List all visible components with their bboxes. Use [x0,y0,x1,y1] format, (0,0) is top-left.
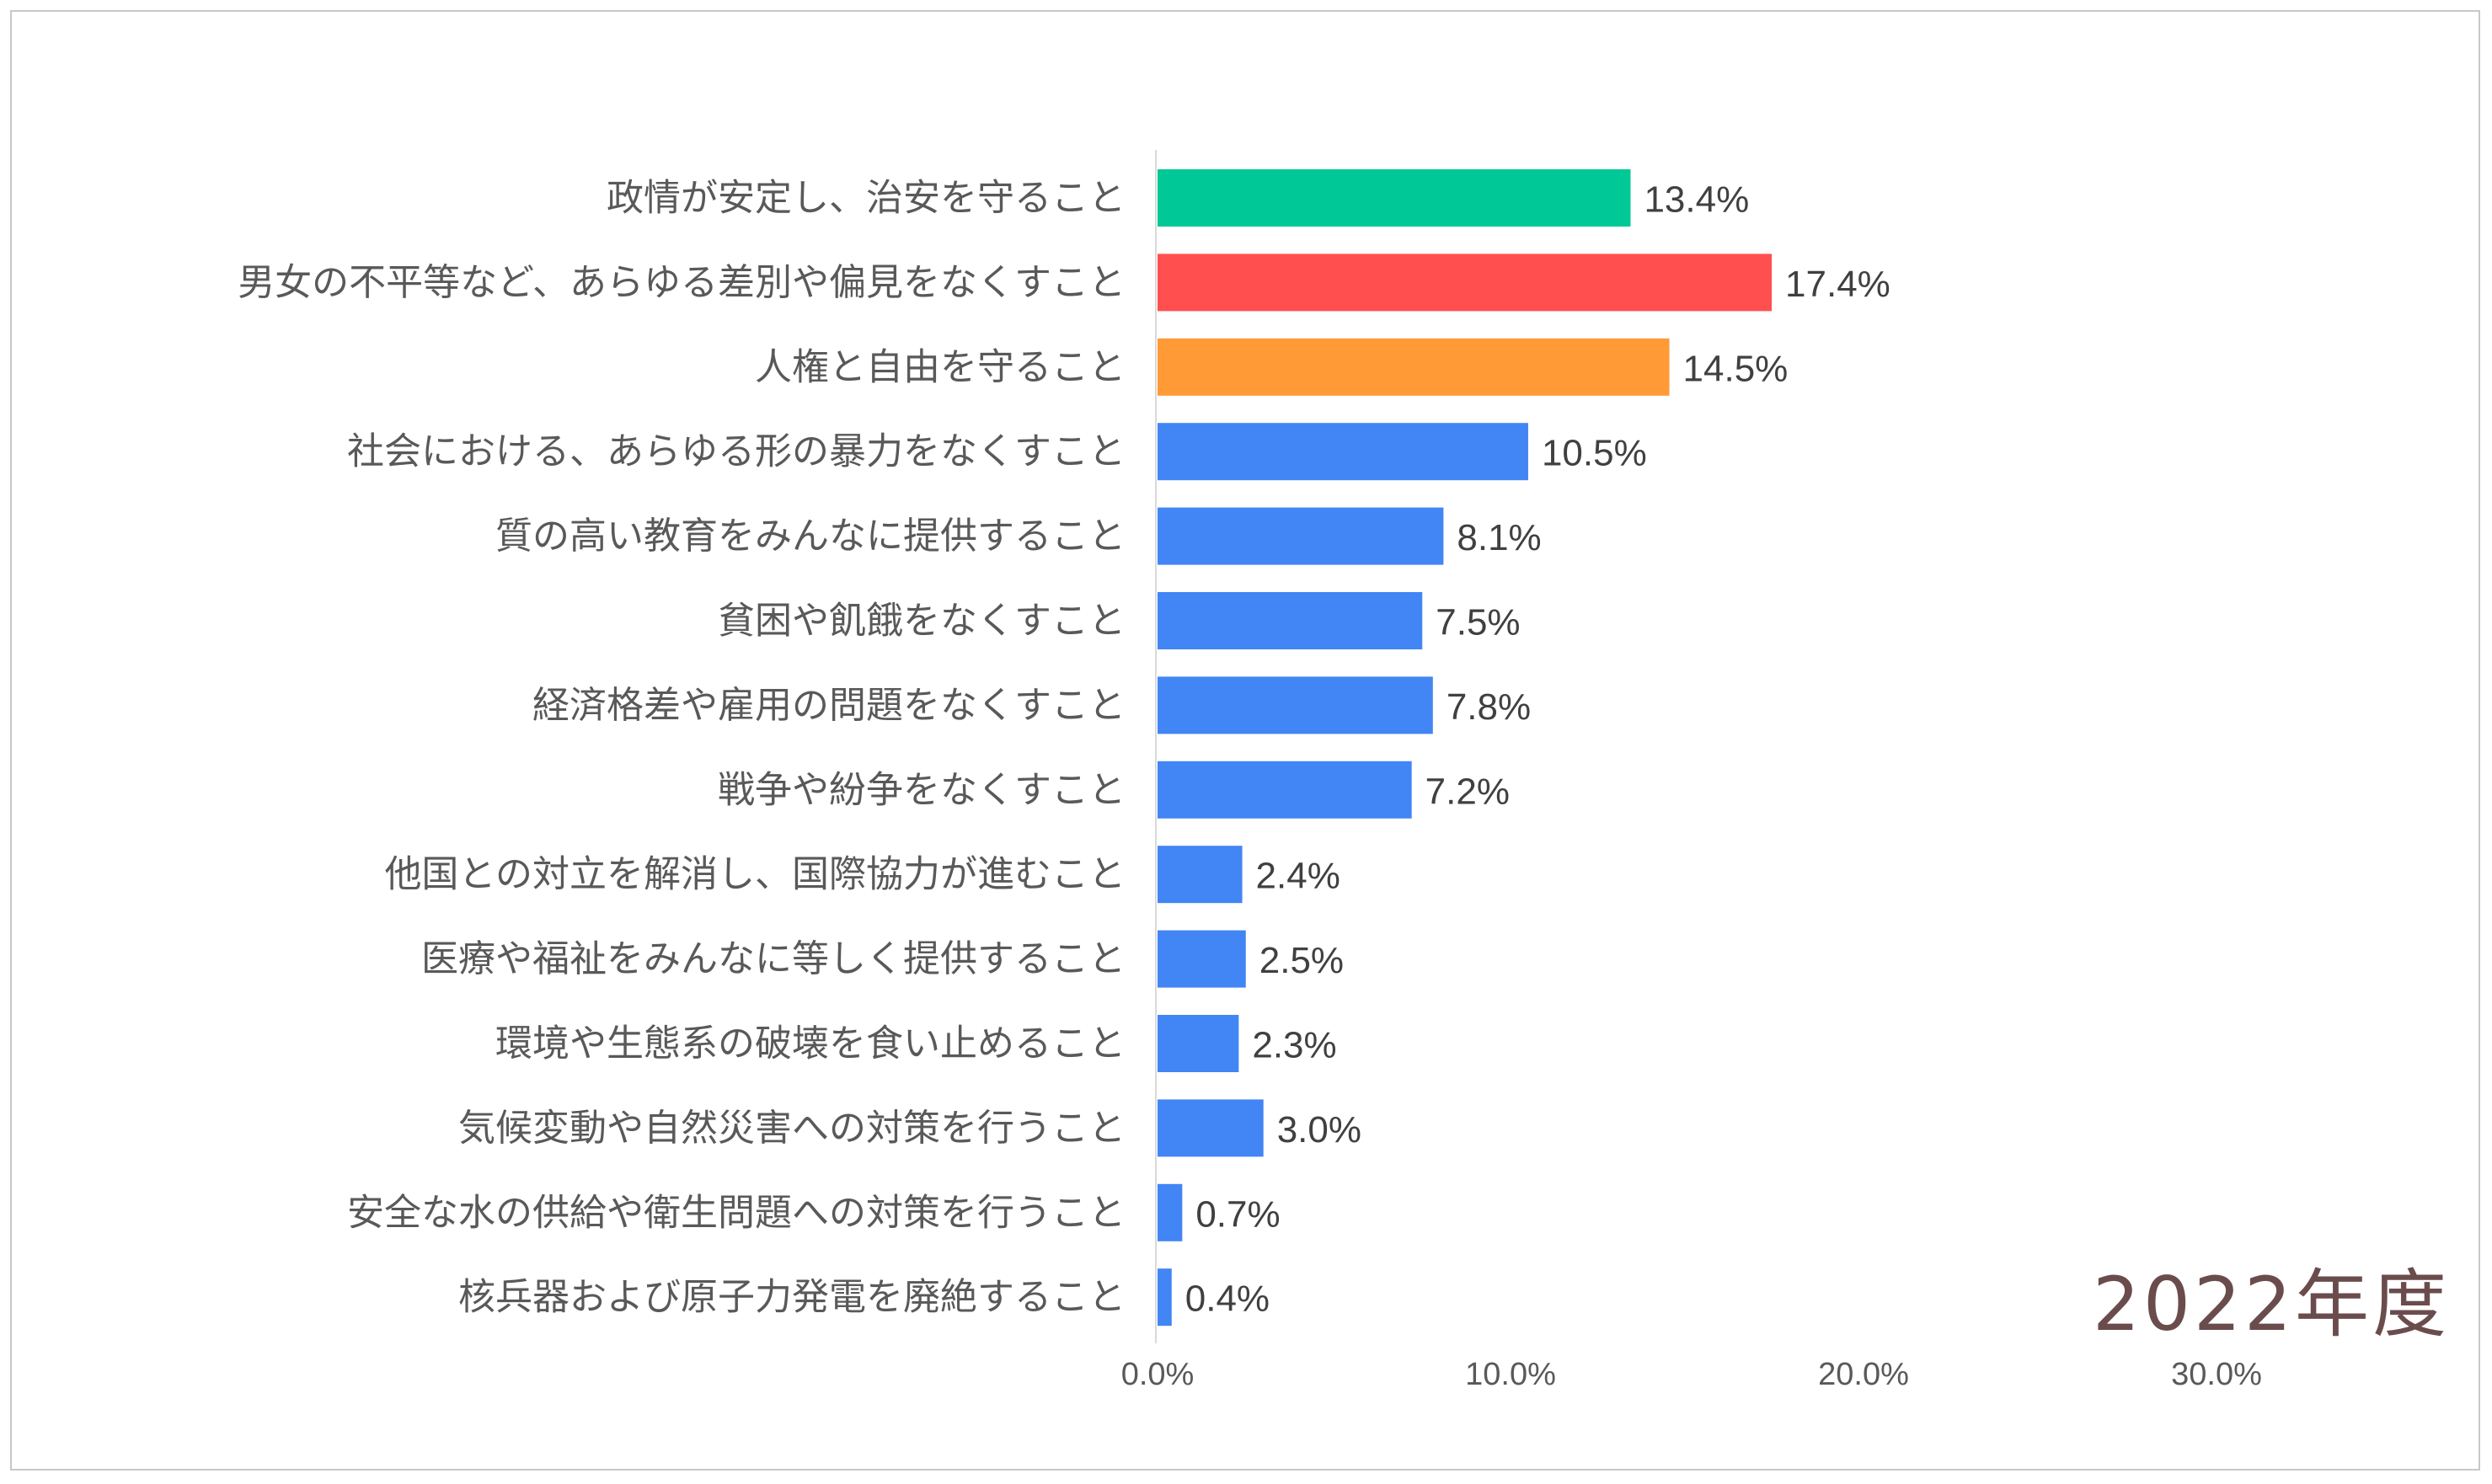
data-label: 8.1% [1457,517,1541,558]
bar [1158,676,1433,734]
bar [1158,1099,1264,1157]
bar [1158,1268,1172,1327]
data-label: 14.5% [1683,348,1789,389]
category-label: 核兵器および原子力発電を廃絶すること [458,1276,1126,1319]
category-label: 質の高い教育をみんなに提供すること [495,515,1126,558]
category-label: 環境や生態系の破壊を食い止めること [495,1022,1126,1065]
data-label: 13.4% [1644,179,1749,221]
data-label: 0.4% [1185,1278,1270,1320]
x-tick-label: 30.0% [2171,1357,2262,1392]
category-label: 医療や福祉をみんなに等しく提供すること [421,937,1126,980]
data-label: 2.4% [1256,856,1340,897]
category-label: 男女の不平等など、あらゆる差別や偏見をなくすこと [238,261,1126,304]
bar [1158,1183,1183,1241]
category-label: 戦争や紛争をなくすこと [718,768,1126,811]
bar [1158,846,1243,904]
data-label: 7.5% [1436,602,1520,643]
category-label: 気候変動や自然災害への対策を行うこと [458,1107,1126,1150]
x-tick-label: 10.0% [1465,1357,1556,1392]
category-label: 社会における、あらゆる形の暴力をなくすこと [347,430,1126,473]
bar [1158,169,1631,227]
bar [1158,507,1444,565]
bar [1158,930,1246,988]
category-label: 経済格差や雇用の問題をなくすこと [532,684,1126,727]
bar [1158,254,1773,312]
data-label: 7.2% [1425,771,1510,812]
bar [1158,761,1412,819]
chart-frame [10,10,2480,1471]
category-label: 政情が安定し、治安を守ること [607,177,1126,220]
data-label: 0.7% [1195,1193,1280,1235]
data-label: 2.3% [1252,1025,1336,1066]
bar [1158,1015,1239,1072]
data-label: 3.0% [1277,1109,1361,1150]
data-label: 17.4% [1785,264,1890,305]
bar [1158,338,1670,396]
x-tick-label: 20.0% [1818,1357,1909,1392]
category-label: 安全な水の供給や衛生問題への対策を行うこと [347,1191,1126,1234]
data-label: 10.5% [1542,433,1647,474]
category-label: 人権と自由を守ること [755,345,1126,388]
category-label: 貧困や飢餓をなくすこと [718,600,1126,643]
x-tick-label: 0.0% [1121,1357,1195,1392]
data-label: 2.5% [1259,940,1344,981]
bar [1158,592,1423,649]
data-label: 7.8% [1447,686,1531,728]
year-annotation: 2022年度 [2093,1261,2450,1348]
bar [1158,423,1528,481]
category-label: 他国との対立を解消し、国際協力が進むこと [384,853,1126,896]
